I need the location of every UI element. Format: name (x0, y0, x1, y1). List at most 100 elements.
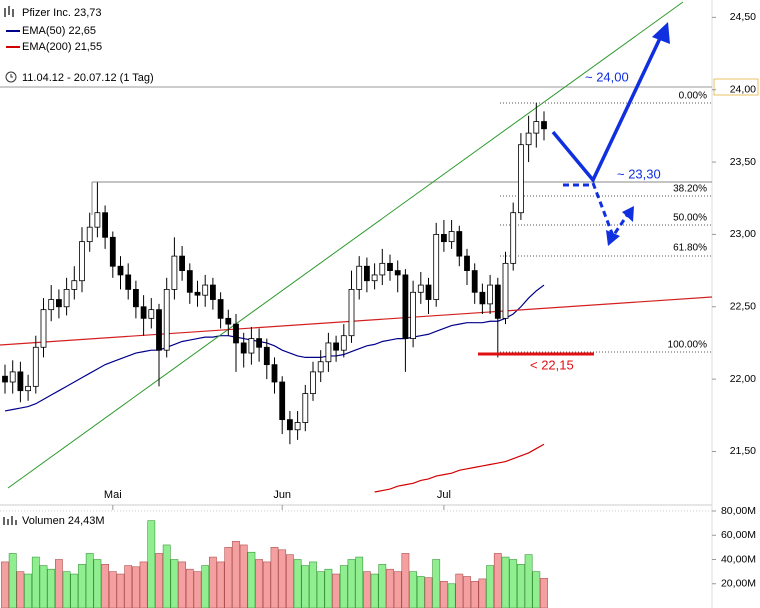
candle-body (286, 419, 293, 431)
candle-body (240, 342, 247, 354)
candle-body (417, 284, 424, 293)
candle-body (225, 317, 232, 325)
clock-icon (10, 74, 13, 78)
candle-body (379, 262, 386, 276)
candle-body (132, 288, 139, 308)
volume-bar (332, 573, 340, 608)
ema-line (374, 443, 545, 493)
volume-bar (370, 573, 379, 608)
y-tick-label: 24,00 (730, 83, 756, 95)
candle-body (256, 338, 263, 348)
candle-body (2, 375, 8, 383)
volume-bar (85, 553, 94, 608)
volume-bar (1, 561, 9, 608)
volume-bar (178, 561, 186, 608)
candle-body (356, 265, 363, 290)
volume-bar (232, 541, 240, 608)
volume-bar (116, 573, 125, 608)
y-tick-label: 20,00M (721, 578, 756, 590)
volume-bar (524, 554, 533, 608)
volume-bar (247, 551, 256, 608)
candle-body (440, 234, 447, 243)
header: Pfizer Inc. 23,73 EMA(50) 22,65 EMA(200)… (3, 6, 154, 527)
candle-body (102, 212, 108, 238)
candle-body (217, 299, 224, 319)
trend-line (7, 1, 684, 489)
fib-label: 38.20% (673, 184, 707, 195)
candle-body (202, 284, 209, 296)
volume-bar (16, 571, 25, 608)
candle-body (317, 361, 324, 373)
volume-bar (493, 553, 502, 608)
x-tick-label: Mai (104, 489, 122, 501)
volume-bar (463, 576, 471, 608)
candle-body (17, 371, 24, 392)
fib-label: 0.00% (679, 91, 707, 102)
x-tick-label: Jun (273, 489, 291, 501)
volume-bar (486, 565, 494, 608)
candle-body (163, 288, 170, 351)
candle-body (487, 284, 494, 305)
candle-body (425, 284, 432, 300)
candle-body (363, 265, 370, 282)
chart-title: Pfizer Inc. 23,73 (22, 7, 102, 19)
candle-body (271, 364, 278, 383)
candle-body (194, 291, 201, 296)
candle-body (294, 422, 301, 431)
volume-bar (193, 571, 202, 608)
volume-bar (139, 561, 148, 608)
candle-body (140, 306, 147, 319)
candle-body (479, 291, 486, 305)
volume-bar (31, 556, 40, 608)
candle-body (325, 342, 332, 363)
fib-label: 61.80% (673, 243, 707, 254)
annotation: ~ 23,30 (617, 166, 661, 181)
arrow-head (622, 206, 634, 222)
clock-icon (5, 71, 17, 83)
candle-body (179, 255, 186, 271)
volume-bar (124, 565, 133, 608)
volume-bar (162, 544, 171, 608)
y-tick-label: 23,50 (730, 156, 756, 168)
candle-body (9, 371, 16, 383)
volume-bar (324, 568, 333, 608)
candle-body (456, 231, 463, 257)
y-tick-label: 40,00M (721, 553, 756, 565)
arrow-head (652, 22, 670, 44)
volume-bar (224, 547, 233, 608)
x-tick-label: Jul (437, 489, 451, 501)
plot-lines (4, 284, 545, 493)
volume-bar (439, 581, 448, 608)
volume-bar (447, 583, 456, 608)
volume-bar (532, 571, 541, 608)
volume-bar (378, 564, 387, 608)
volume-bar (155, 553, 163, 608)
candle-body (79, 241, 85, 282)
candle-body (340, 335, 347, 351)
candle-body (448, 231, 455, 243)
volume-bar (209, 556, 217, 608)
volume-bar (540, 578, 548, 608)
candle-body (402, 274, 409, 339)
arrow-head (606, 230, 620, 246)
candle-body (502, 262, 509, 319)
volume-bar (47, 568, 56, 608)
volume-bar (285, 554, 294, 608)
trend-line (0, 296, 713, 346)
candle-body (333, 342, 340, 351)
y-tick-label: 22,00 (730, 373, 756, 385)
volume-bar (393, 571, 402, 608)
candle-body (410, 291, 417, 339)
candle-body (56, 299, 62, 308)
volume-bar (362, 571, 371, 608)
candle-body (117, 265, 124, 276)
candle-body (302, 393, 309, 423)
fib-levels (500, 102, 712, 353)
forecast-dash (591, 182, 630, 240)
volume-bar (132, 566, 140, 608)
candle-body (125, 274, 132, 290)
candle-body (156, 309, 162, 351)
volume-bar (216, 561, 225, 608)
